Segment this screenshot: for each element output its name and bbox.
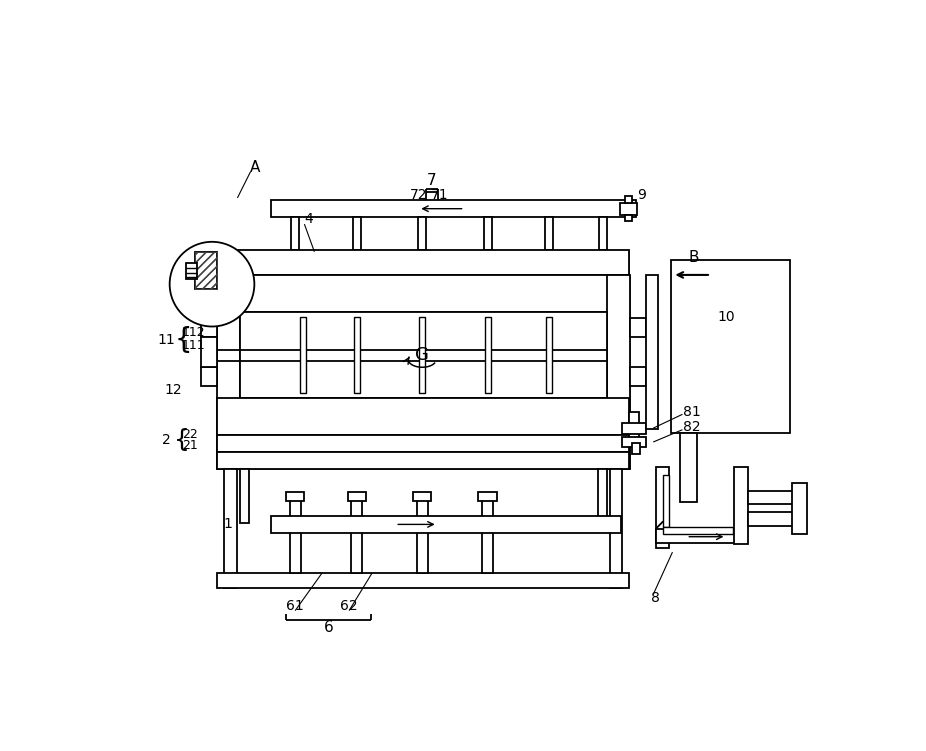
Bar xyxy=(195,252,217,289)
Bar xyxy=(625,196,632,203)
Text: B: B xyxy=(689,251,699,266)
Bar xyxy=(417,498,428,573)
Bar xyxy=(479,492,497,502)
Bar xyxy=(734,467,748,544)
Text: 9: 9 xyxy=(637,188,646,202)
Bar xyxy=(599,217,607,249)
Bar xyxy=(622,436,645,448)
Bar xyxy=(217,275,240,469)
Bar xyxy=(663,527,732,534)
Bar xyxy=(630,318,645,336)
Bar xyxy=(217,435,629,452)
Bar xyxy=(625,215,632,221)
Bar xyxy=(286,492,305,502)
Bar xyxy=(300,317,306,393)
Bar xyxy=(630,367,645,386)
Bar xyxy=(629,412,639,443)
Text: 62: 62 xyxy=(340,599,357,613)
Bar xyxy=(217,398,629,435)
Bar xyxy=(483,217,492,249)
Text: 72: 72 xyxy=(409,188,427,202)
Text: 112: 112 xyxy=(182,326,206,339)
Circle shape xyxy=(169,242,255,327)
Bar xyxy=(347,492,366,502)
Text: 21: 21 xyxy=(182,439,198,452)
Bar xyxy=(632,443,640,454)
Bar xyxy=(201,336,217,367)
Bar xyxy=(217,249,629,275)
Bar xyxy=(656,529,740,543)
Bar xyxy=(217,435,629,452)
Bar xyxy=(217,275,240,469)
Bar xyxy=(195,252,217,289)
Bar xyxy=(201,367,217,386)
Bar xyxy=(656,467,669,548)
Bar xyxy=(482,498,493,573)
Text: 61: 61 xyxy=(286,599,304,613)
Bar xyxy=(354,317,360,393)
Bar xyxy=(240,312,607,398)
Bar xyxy=(610,469,622,588)
Bar xyxy=(419,217,426,249)
Bar xyxy=(217,249,629,275)
Bar xyxy=(217,275,629,312)
Bar xyxy=(351,498,362,573)
Bar xyxy=(201,336,217,367)
Bar xyxy=(195,252,217,289)
Text: 82: 82 xyxy=(682,421,701,434)
Text: {: { xyxy=(174,429,190,452)
Text: A: A xyxy=(250,160,260,175)
Bar xyxy=(217,573,629,588)
Bar xyxy=(217,275,629,312)
Bar xyxy=(545,217,553,249)
Text: 2: 2 xyxy=(162,433,171,448)
Text: G: G xyxy=(415,346,429,364)
Bar xyxy=(484,317,491,393)
Bar xyxy=(622,423,645,433)
Text: 11: 11 xyxy=(157,333,175,348)
Text: 8: 8 xyxy=(651,591,660,605)
Bar xyxy=(353,217,360,249)
Text: 81: 81 xyxy=(682,405,701,419)
Bar xyxy=(270,516,620,533)
Bar xyxy=(292,217,299,249)
Bar xyxy=(620,203,637,215)
Bar xyxy=(217,452,629,469)
Bar xyxy=(186,264,196,279)
Bar xyxy=(224,469,237,588)
Bar xyxy=(270,201,636,217)
Bar xyxy=(240,469,249,523)
Text: 1: 1 xyxy=(224,517,232,532)
Bar xyxy=(607,275,630,469)
Bar xyxy=(792,483,807,534)
Bar xyxy=(748,490,798,505)
Bar xyxy=(217,452,629,469)
Bar xyxy=(748,512,798,526)
Text: 111: 111 xyxy=(182,339,206,352)
Text: 7: 7 xyxy=(427,173,436,189)
Text: 71: 71 xyxy=(432,188,449,202)
Bar xyxy=(201,318,217,336)
Bar xyxy=(607,275,630,469)
Bar xyxy=(201,336,217,367)
Bar xyxy=(681,433,697,502)
Text: 12: 12 xyxy=(165,384,182,397)
Bar xyxy=(645,275,657,429)
Bar xyxy=(419,317,425,393)
Bar xyxy=(663,475,669,527)
Bar xyxy=(598,469,607,523)
Bar xyxy=(413,492,432,502)
Text: {: { xyxy=(174,327,192,354)
Text: 4: 4 xyxy=(305,213,313,227)
Text: 22: 22 xyxy=(182,428,198,441)
Bar xyxy=(217,398,629,435)
Bar xyxy=(290,498,301,573)
Text: 10: 10 xyxy=(718,310,735,324)
Bar xyxy=(671,260,790,433)
Bar xyxy=(546,317,552,393)
Text: 6: 6 xyxy=(323,620,333,635)
